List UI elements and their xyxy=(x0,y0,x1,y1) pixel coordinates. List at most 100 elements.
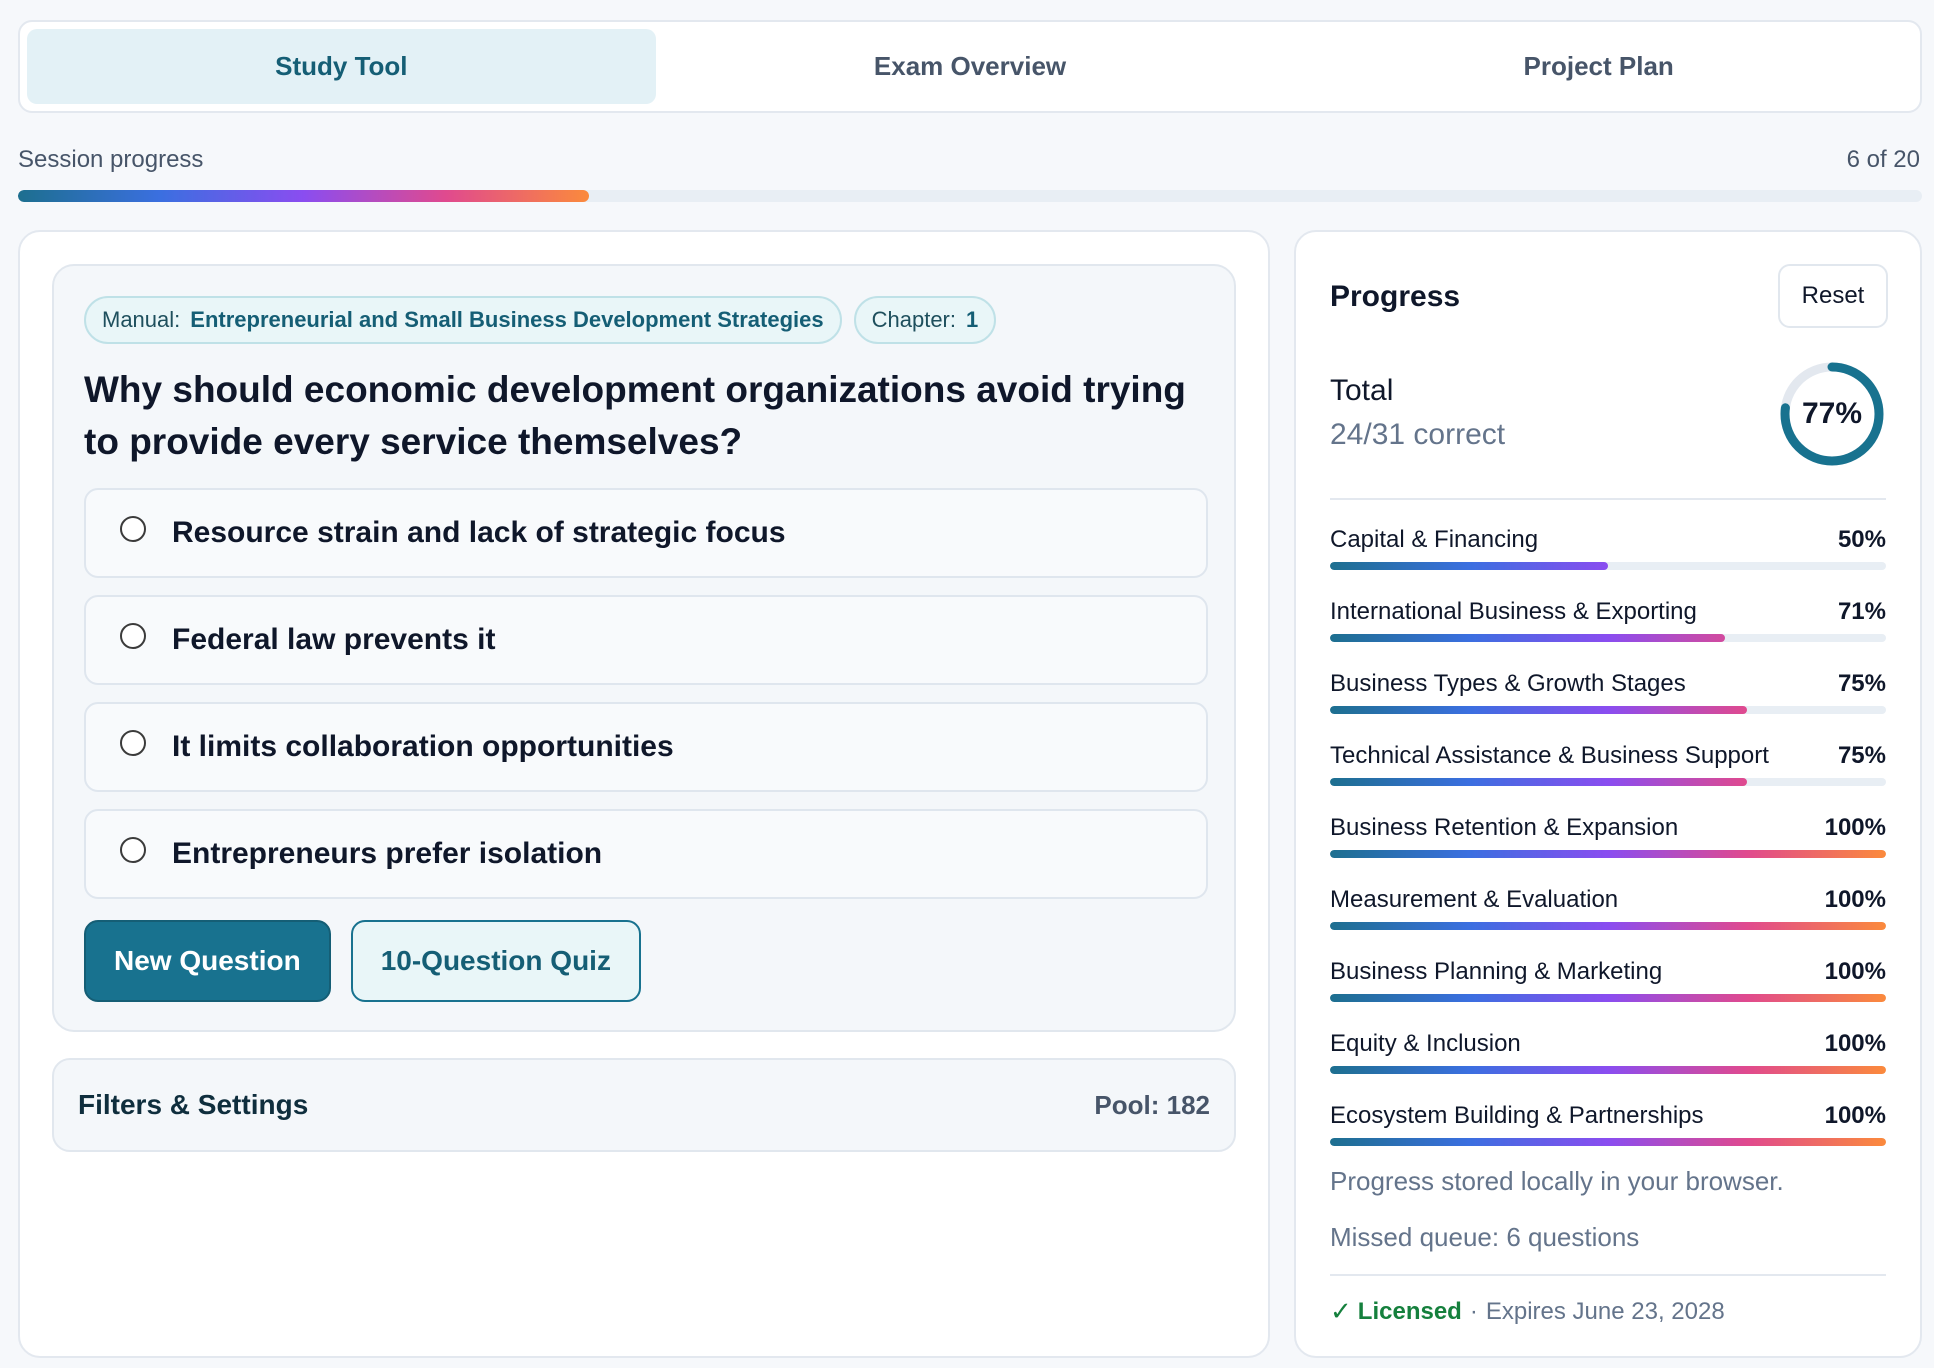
category-percent: 50% xyxy=(1837,526,1886,553)
session-progress-bar xyxy=(18,190,1922,202)
progress-title: Progress xyxy=(1330,280,1461,313)
session-progress-fill xyxy=(18,190,590,202)
category-name: Capital & Financing xyxy=(1330,526,1539,553)
category-name: Ecosystem Building & Partnerships xyxy=(1330,1102,1704,1129)
license-expiry: Expires June 23, 2028 xyxy=(1485,1297,1725,1325)
answer-option-text: Federal law prevents it xyxy=(172,623,496,656)
total-progress-ring xyxy=(1780,362,1884,466)
progress-panel: Progress Reset Total 24/31 correct 77% C… xyxy=(1294,230,1922,1358)
category-name: International Business & Exporting xyxy=(1330,598,1697,625)
category-row: International Business & Exporting 71% xyxy=(1330,594,1886,666)
category-bar xyxy=(1330,778,1886,786)
category-bar-fill xyxy=(1330,922,1886,930)
quiz-button[interactable]: 10-Question Quiz xyxy=(350,920,641,1002)
category-bar xyxy=(1330,1138,1886,1146)
question-card: Manual: Entrepreneurial and Small Busine… xyxy=(52,264,1236,1032)
category-row: Capital & Financing 50% xyxy=(1330,522,1886,594)
manual-label: Manual: xyxy=(102,307,181,332)
check-icon: ✓ xyxy=(1330,1296,1352,1326)
category-row: Business Planning & Marketing 100% xyxy=(1330,954,1886,1026)
category-bar xyxy=(1330,706,1886,714)
category-name: Measurement & Evaluation xyxy=(1330,886,1619,913)
filters-title: Filters & Settings xyxy=(78,1089,309,1120)
category-row: Ecosystem Building & Partnerships 100% xyxy=(1330,1098,1886,1170)
session-progress-label: Session progress xyxy=(18,146,204,173)
study-panel: Manual: Entrepreneurial and Small Busine… xyxy=(18,230,1270,1358)
category-percent: 71% xyxy=(1837,598,1886,625)
category-bar xyxy=(1330,634,1886,642)
radio-icon[interactable] xyxy=(120,623,146,649)
question-text: Why should economic development organiza… xyxy=(84,369,1186,462)
category-bar-fill xyxy=(1330,994,1886,1002)
category-percent: 100% xyxy=(1824,814,1886,841)
answer-option[interactable]: Resource strain and lack of strategic fo… xyxy=(84,488,1208,578)
license-label: Licensed xyxy=(1357,1297,1462,1325)
license-status: ✓ Licensed · Expires June 23, 2028 xyxy=(1330,1296,1725,1327)
category-bar xyxy=(1330,922,1886,930)
category-percent: 100% xyxy=(1824,958,1886,985)
category-row: Equity & Inclusion 100% xyxy=(1330,1026,1886,1098)
answer-option-text: Resource strain and lack of strategic fo… xyxy=(172,516,786,549)
total-label: Total xyxy=(1330,374,1394,407)
answer-option[interactable]: Entrepreneurs prefer isolation xyxy=(84,809,1208,899)
divider xyxy=(1330,498,1886,500)
category-bar-fill xyxy=(1330,562,1608,570)
radio-icon[interactable] xyxy=(120,516,146,542)
category-row: Measurement & Evaluation 100% xyxy=(1330,882,1886,954)
tab-project-plan[interactable]: Project Plan xyxy=(1523,51,1674,81)
chapter-label: Chapter: xyxy=(871,307,956,332)
session-progress-count: 6 of 20 xyxy=(1846,146,1920,173)
category-list: Capital & Financing 50% International Bu… xyxy=(1330,522,1886,1170)
category-name: Business Types & Growth Stages xyxy=(1330,670,1686,697)
category-row: Business Retention & Expansion 100% xyxy=(1330,810,1886,882)
category-bar xyxy=(1330,1066,1886,1074)
category-name: Equity & Inclusion xyxy=(1330,1030,1521,1057)
category-bar-fill xyxy=(1330,850,1886,858)
radio-icon[interactable] xyxy=(120,837,146,863)
manual-chip: Manual: Entrepreneurial and Small Busine… xyxy=(84,296,842,344)
tab-bar: Study Tool Exam Overview Project Plan xyxy=(18,20,1922,113)
category-bar-fill xyxy=(1330,1138,1886,1146)
filters-settings-toggle[interactable]: Filters & Settings Pool: 182 xyxy=(52,1058,1236,1152)
category-name: Business Retention & Expansion xyxy=(1330,814,1679,841)
tab-study-tool[interactable]: Study Tool xyxy=(27,29,656,104)
question-actions: New Question 10-Question Quiz xyxy=(84,920,641,1002)
total-correct: 24/31 correct xyxy=(1330,418,1506,451)
category-bar-fill xyxy=(1330,706,1747,714)
answer-option-text: Entrepreneurs prefer isolation xyxy=(172,837,603,870)
answer-option[interactable]: It limits collaboration opportunities xyxy=(84,702,1208,792)
category-row: Business Types & Growth Stages 75% xyxy=(1330,666,1886,738)
storage-note: Progress stored locally in your browser. xyxy=(1330,1166,1784,1196)
manual-value: Entrepreneurial and Small Business Devel… xyxy=(190,307,824,332)
question-meta: Manual: Entrepreneurial and Small Busine… xyxy=(84,296,997,344)
divider xyxy=(1330,1274,1886,1276)
category-bar xyxy=(1330,850,1886,858)
category-bar xyxy=(1330,562,1886,570)
category-row: Technical Assistance & Business Support … xyxy=(1330,738,1886,810)
chapter-chip: Chapter: 1 xyxy=(853,296,997,344)
reset-button[interactable]: Reset xyxy=(1778,264,1888,328)
category-bar-fill xyxy=(1330,634,1725,642)
separator-dot: · xyxy=(1469,1297,1478,1325)
new-question-button[interactable]: New Question xyxy=(84,920,331,1002)
chapter-value: 1 xyxy=(966,307,979,332)
answer-option-text: It limits collaboration opportunities xyxy=(172,730,674,763)
category-percent: 100% xyxy=(1824,1102,1886,1129)
answer-options: Resource strain and lack of strategic fo… xyxy=(84,488,1208,916)
answer-option[interactable]: Federal law prevents it xyxy=(84,595,1208,685)
tab-exam-overview[interactable]: Exam Overview xyxy=(873,51,1067,81)
category-percent: 75% xyxy=(1837,742,1886,769)
total-percent: 77% xyxy=(1801,397,1863,430)
category-name: Technical Assistance & Business Support xyxy=(1330,742,1769,769)
missed-queue: Missed queue: 6 questions xyxy=(1330,1222,1640,1252)
category-bar-fill xyxy=(1330,1066,1886,1074)
category-bar xyxy=(1330,994,1886,1002)
category-name: Business Planning & Marketing xyxy=(1330,958,1663,985)
category-percent: 100% xyxy=(1824,1030,1886,1057)
category-percent: 75% xyxy=(1837,670,1886,697)
category-percent: 100% xyxy=(1824,886,1886,913)
radio-icon[interactable] xyxy=(120,730,146,756)
ring-fill xyxy=(1780,362,1884,466)
category-bar-fill xyxy=(1330,778,1747,786)
